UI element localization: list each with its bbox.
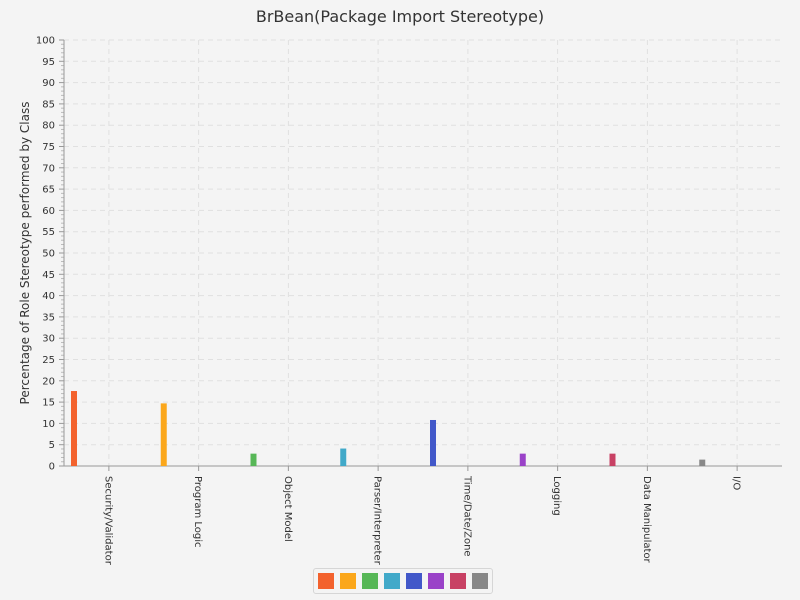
legend-swatch — [450, 573, 466, 589]
bar — [699, 459, 706, 466]
legend-swatch — [318, 573, 334, 589]
bar — [430, 419, 436, 466]
y-tick-label: 55 — [42, 227, 55, 238]
x-tick-label: Program Logic — [192, 476, 203, 548]
y-tick-label: 20 — [42, 376, 55, 387]
legend — [313, 568, 493, 594]
y-tick-label: 60 — [42, 206, 55, 217]
y-tick-label: 45 — [42, 270, 55, 281]
y-tick-label: 75 — [42, 142, 55, 153]
y-tick-label: 10 — [42, 419, 55, 430]
y-tick-label: 0 — [49, 462, 55, 473]
x-tick-label: Parser/Interpreter — [372, 476, 383, 566]
legend-swatch — [406, 573, 422, 589]
y-tick-label: 5 — [49, 440, 55, 451]
chart-title: BrBean(Package Import Stereotype) — [255, 7, 545, 26]
legend-swatch — [428, 573, 444, 589]
bar — [609, 453, 616, 466]
x-tick-label: Data Manipulator — [641, 476, 652, 564]
y-tick-label: 95 — [42, 57, 55, 68]
y-tick-label: 65 — [42, 185, 55, 196]
x-tick-label: Logging — [551, 476, 562, 516]
y-tick-label: 35 — [42, 312, 55, 323]
y-tick-label: 40 — [42, 291, 55, 302]
y-tick-label: 70 — [42, 163, 55, 174]
y-tick-label: 100 — [36, 36, 55, 47]
y-tick-label: 50 — [42, 249, 55, 260]
x-tick-label: I/O — [731, 476, 742, 490]
x-tick-label: Security/Validator — [102, 476, 113, 566]
y-tick-label: 85 — [42, 99, 55, 110]
bars — [71, 391, 706, 466]
legend-swatch — [384, 573, 400, 589]
grid — [64, 39, 782, 466]
x-axis: Security/Validator Program Logic Object Mo… — [64, 465, 782, 566]
bar — [250, 453, 257, 466]
y-axis: 0 5 10 15 20 25 30 35 40 45 50 55 60 65 70 75 80 85 90 95 10… — [36, 36, 65, 473]
y-tick-label: 80 — [42, 121, 55, 132]
y-tick-label: 90 — [42, 78, 55, 89]
y-axis-label: Percentage of Role Stereotype performed … — [18, 102, 32, 405]
bar — [71, 391, 77, 466]
x-tick-label: Time/Date/Zone — [461, 475, 472, 557]
bar — [340, 448, 347, 466]
y-tick-label: 30 — [42, 334, 55, 345]
bar — [160, 403, 167, 466]
y-tick-label: 15 — [42, 398, 55, 409]
y-tick-label: 25 — [42, 355, 55, 366]
x-tick-label: Object Model — [282, 476, 293, 542]
legend-swatch — [362, 573, 378, 589]
legend-swatch — [472, 573, 488, 589]
bar — [519, 453, 526, 466]
legend-swatch — [340, 573, 356, 589]
